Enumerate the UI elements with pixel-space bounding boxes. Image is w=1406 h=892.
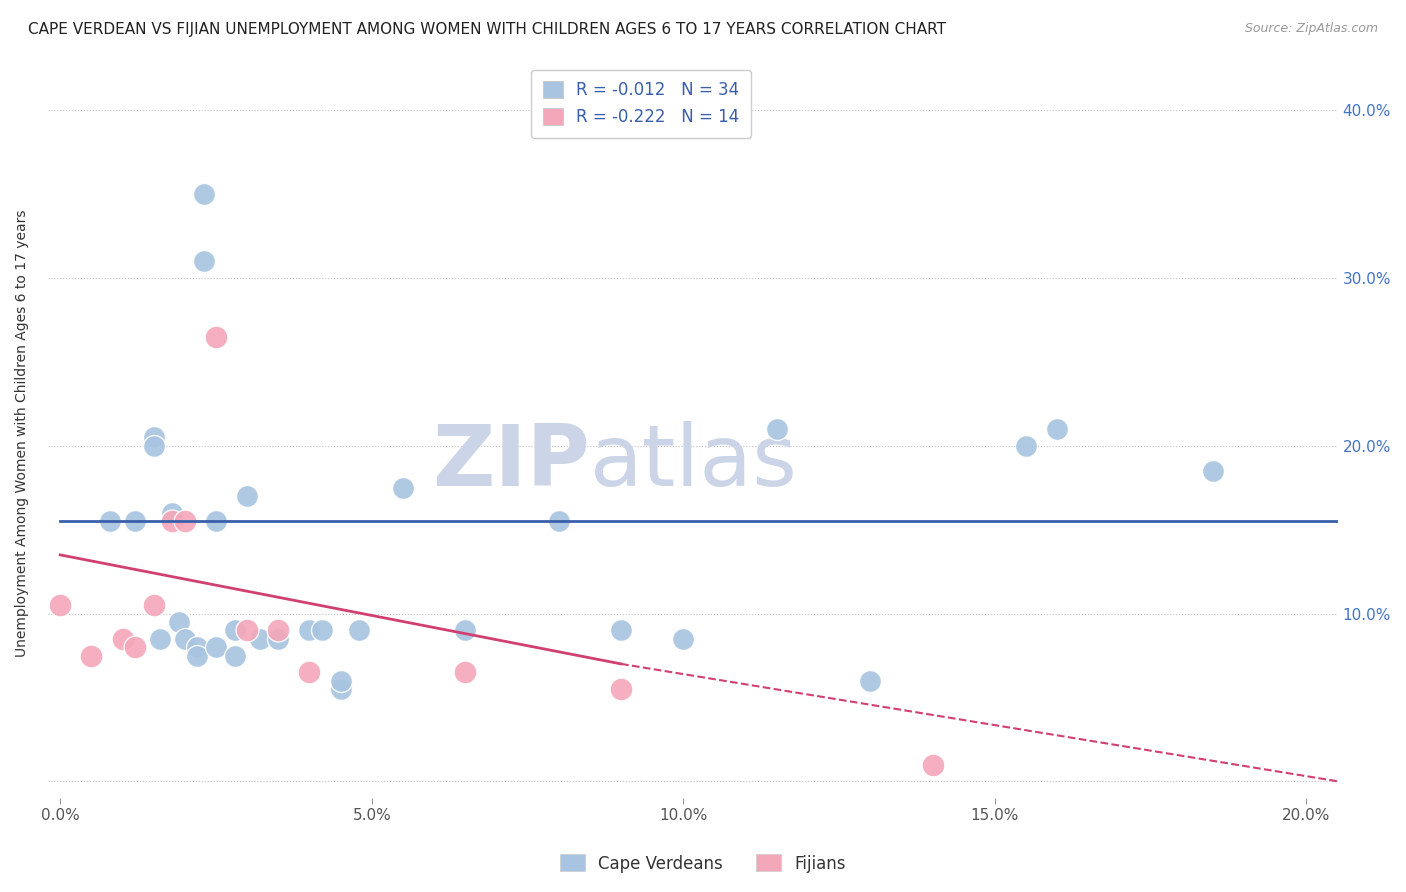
Point <box>142 598 165 612</box>
Point <box>859 673 882 688</box>
Point <box>98 514 121 528</box>
Text: ZIP: ZIP <box>432 421 589 504</box>
Y-axis label: Unemployment Among Women with Children Ages 6 to 17 years: Unemployment Among Women with Children A… <box>15 210 30 657</box>
Point <box>298 624 321 638</box>
Point <box>142 439 165 453</box>
Point <box>267 632 290 646</box>
Point <box>454 665 477 680</box>
Point <box>267 624 290 638</box>
Point <box>547 514 569 528</box>
Point <box>311 624 333 638</box>
Point <box>162 506 184 520</box>
Point <box>173 514 195 528</box>
Legend: Cape Verdeans, Fijians: Cape Verdeans, Fijians <box>553 847 853 880</box>
Point <box>173 632 195 646</box>
Text: atlas: atlas <box>589 421 797 504</box>
Point <box>1046 422 1069 436</box>
Point <box>766 422 789 436</box>
Point <box>162 514 184 528</box>
Point <box>149 632 172 646</box>
Point <box>349 624 371 638</box>
Point <box>224 648 246 663</box>
Point <box>124 514 146 528</box>
Point <box>454 624 477 638</box>
Point <box>205 514 228 528</box>
Point <box>186 648 208 663</box>
Point <box>672 632 695 646</box>
Point <box>392 481 415 495</box>
Point <box>142 430 165 444</box>
Point <box>111 632 134 646</box>
Text: CAPE VERDEAN VS FIJIAN UNEMPLOYMENT AMONG WOMEN WITH CHILDREN AGES 6 TO 17 YEARS: CAPE VERDEAN VS FIJIAN UNEMPLOYMENT AMON… <box>28 22 946 37</box>
Point <box>329 681 352 696</box>
Point <box>49 598 72 612</box>
Point <box>329 673 352 688</box>
Point <box>1015 439 1038 453</box>
Point <box>193 254 215 268</box>
Point <box>1202 464 1225 478</box>
Point <box>236 489 259 503</box>
Point <box>205 330 228 344</box>
Point <box>236 624 259 638</box>
Text: Source: ZipAtlas.com: Source: ZipAtlas.com <box>1244 22 1378 36</box>
Point <box>193 187 215 202</box>
Point <box>205 640 228 654</box>
Point <box>167 615 190 629</box>
Point <box>80 648 103 663</box>
Point <box>610 624 633 638</box>
Point <box>610 681 633 696</box>
Point <box>921 757 943 772</box>
Legend: R = -0.012   N = 34, R = -0.222   N = 14: R = -0.012 N = 34, R = -0.222 N = 14 <box>531 70 751 137</box>
Point <box>186 640 208 654</box>
Point <box>224 624 246 638</box>
Point <box>249 632 271 646</box>
Point <box>298 665 321 680</box>
Point <box>124 640 146 654</box>
